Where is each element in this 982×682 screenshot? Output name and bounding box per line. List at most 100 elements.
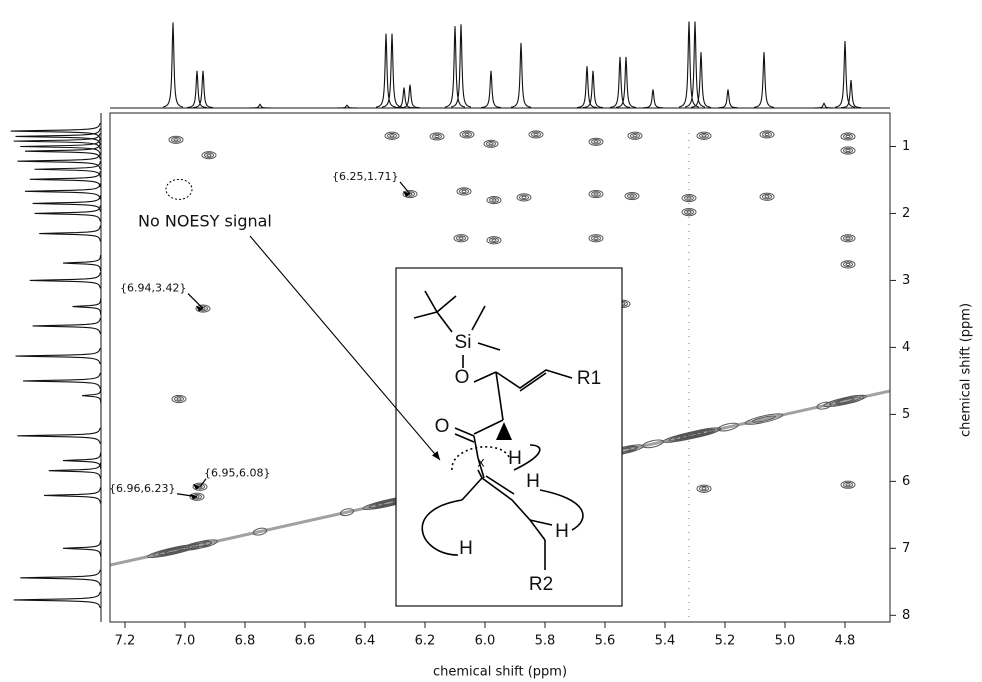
contour-ring [629,194,635,198]
x-tick-label: 6.4 [355,634,376,649]
contour-ring [684,209,694,215]
contour-ring [387,132,397,139]
cross-peak [759,130,775,139]
cross-peak [840,146,856,155]
contour-ring [193,541,213,548]
contour-ring [531,131,541,138]
contour-ring [588,189,604,199]
contour-ring [843,261,853,268]
atom-label: H [508,448,522,469]
left-projection-peak [13,591,101,609]
contour-ring [464,132,470,137]
diagonal-peak [838,394,864,405]
diagonal-peak [681,427,721,439]
cross-peaks [168,130,856,501]
contour-ring [173,138,179,142]
contour-ring [845,262,851,266]
y-tick-label: 1 [902,139,910,154]
contour-ring [764,132,770,137]
top-projection-peak [582,70,604,109]
contour-ring [429,132,445,141]
top-projection-peak [814,102,834,109]
contour-ring [701,487,707,491]
contour-ring [689,429,713,437]
contour-ring [624,191,640,201]
contour-ring [432,133,442,140]
top-projection-peak [393,87,415,109]
annotation: {6.25,1.71} [332,170,398,183]
top-projection-peak [381,33,403,108]
arrow-head [196,305,203,312]
left-projection-peak [20,138,101,155]
wedge [496,422,512,440]
contour-ring [459,188,469,195]
y-tick-label: 8 [902,608,910,623]
x-tick-label: 5.6 [595,634,616,649]
contour-ring [685,431,705,438]
top-projection-peak [609,56,631,108]
x-tick-label: 6.6 [295,634,316,649]
left-projection-peak [24,183,101,200]
left-projection-peak [29,171,101,188]
cross-peak [528,130,544,139]
cross-peak [201,151,217,160]
top-projection-peak [249,103,271,109]
left-projection-peak [15,347,101,365]
cross-peak [840,234,856,243]
top-projection-peak [615,56,637,108]
top-projection-peak [399,84,421,109]
contour-ring [835,398,855,404]
left-projection-peak [34,205,101,222]
x-tick-label: 4.8 [835,634,856,649]
contour-ring [696,484,712,493]
contour-ring [168,135,184,144]
diagonal-peak [744,413,784,425]
no-signal-arrow [249,235,441,461]
diagonal-peak [146,543,200,559]
cross-peak [840,132,856,141]
contour-ring [528,130,544,139]
contour-ring [252,527,268,536]
cross-peak [516,193,532,202]
contour-ring [686,196,692,200]
atom-label: R2 [529,574,553,595]
cross-peak [384,131,400,140]
x-tick-label: 7.0 [175,634,196,649]
top-projection-peak [834,41,856,108]
no-signal-label: No NOESY signal [138,212,272,231]
contour-ring [486,141,496,147]
contour-ring [681,208,697,217]
left-projection-peak [62,452,102,469]
contour-ring [845,236,851,240]
cross-peak [486,195,502,205]
atom-label: H [555,521,569,542]
contour-ring [459,130,475,139]
annotation: {6.96,6.23} [109,482,175,495]
left-projection-peak [32,317,101,335]
atom-label: H [526,471,540,492]
x-tick-label: 6.2 [415,634,436,649]
contour-ring [588,137,604,146]
cross-peak [681,193,697,203]
atom-label: H [459,538,473,559]
x-tick-label: 6.8 [235,634,256,649]
x-tick-label: 5.8 [535,634,556,649]
contour-ring [489,237,499,244]
left-projection-peak [17,427,101,444]
contour-ring [201,151,217,160]
x-tick-label: 5.2 [715,634,736,649]
contour-ring [843,133,853,140]
diagonal-peak [717,422,739,432]
top-projection-peak [480,70,502,109]
contour-ring [627,193,637,199]
contour-ring [627,131,643,140]
contour-ring [176,397,182,401]
contour-ring [845,483,851,487]
contour-ring [489,197,499,203]
contour-ring [829,396,861,406]
cross-peak [759,192,775,201]
contour-ring [486,195,502,205]
inset: Si O R1 O x H H H H R2 [395,267,623,607]
contour-ring [188,539,218,550]
